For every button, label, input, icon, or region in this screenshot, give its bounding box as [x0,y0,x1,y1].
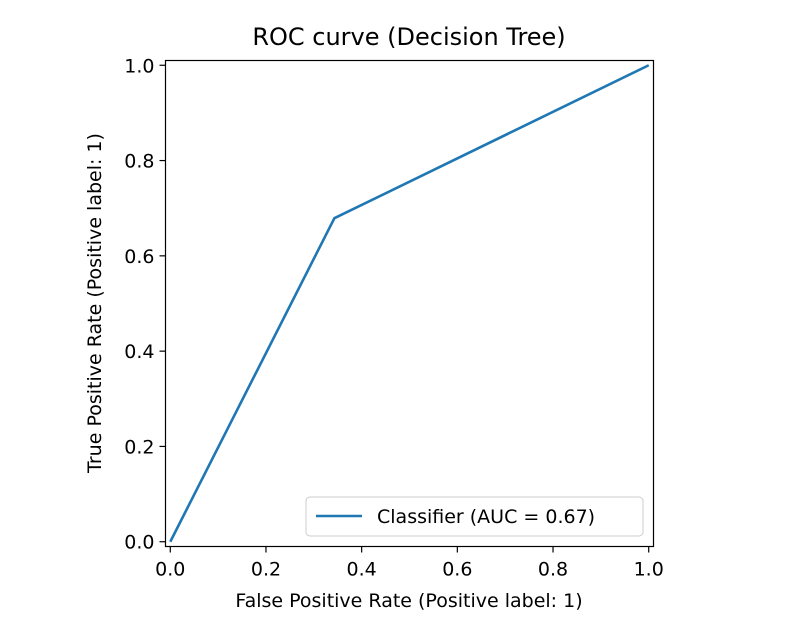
legend: Classifier (AUC = 0.67) [305,496,644,537]
x-tick-label: 0.4 [347,559,377,581]
y-tick-label: 0.4 [124,341,154,363]
y-tick-label: 1.0 [124,55,154,77]
x-tick-label: 0.2 [251,559,281,581]
x-tick-label: 1.0 [634,559,664,581]
x-tick-label: 0.8 [538,559,568,581]
x-axis-label: False Positive Rate (Positive label: 1) [235,590,582,612]
y-tick-label: 0.0 [124,532,154,554]
chart-title: ROC curve (Decision Tree) [252,23,565,51]
y-axis-label: True Positive Rate (Positive label: 1) [84,133,106,474]
x-axis-ticks: 0.0 0.2 0.4 0.6 0.8 1.0 [155,546,664,581]
y-axis-ticks: 0.0 0.2 0.4 0.6 0.8 1.0 [124,55,166,554]
x-tick-label: 0.6 [442,559,472,581]
y-tick-label: 0.8 [124,151,154,173]
legend-entry-label: Classifier (AUC = 0.67) [377,506,595,528]
legend-box [305,496,644,537]
axes-frame [164,59,655,548]
roc-curve-line [169,64,650,543]
y-tick-label: 0.2 [124,436,154,458]
y-tick-label: 0.6 [124,246,154,268]
plot-area [164,59,655,548]
x-tick-label: 0.0 [155,559,185,581]
series-layer [169,64,650,543]
